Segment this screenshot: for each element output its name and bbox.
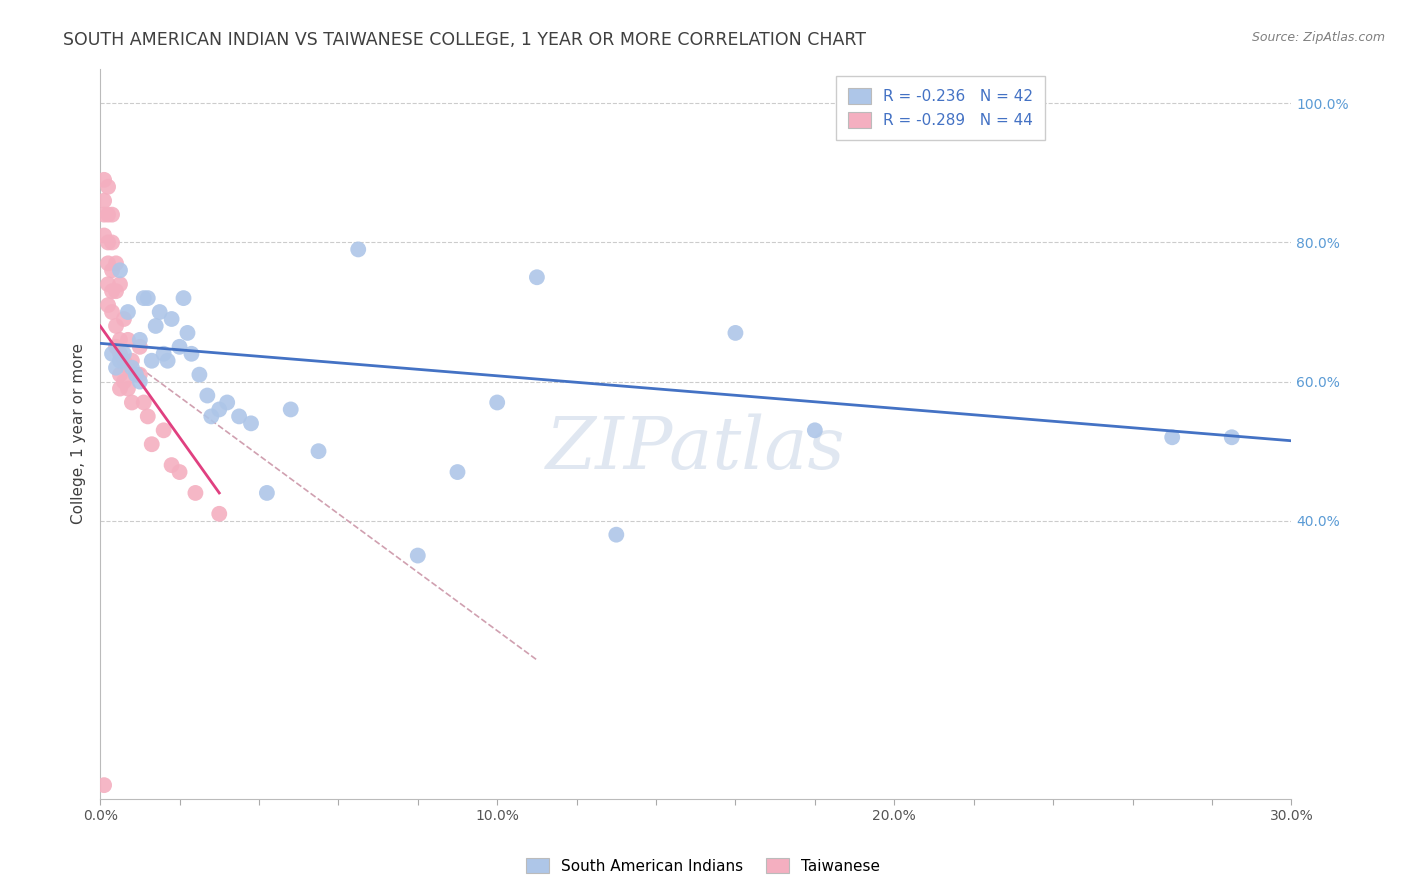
Point [156,353,179,368]
Point [97,298,120,312]
Point [180,347,202,361]
Point [152,347,174,361]
Point [97,208,120,222]
Point [200,409,222,424]
Point [160,458,183,472]
Point [105,256,128,270]
Point [188,368,211,382]
Point [121,395,143,409]
Point [117,360,139,375]
Point [406,549,429,563]
Point [112,347,135,361]
Point [195,388,218,402]
Point [117,305,139,319]
Point [1161,430,1184,444]
Point [105,284,128,298]
Point [280,402,302,417]
Point [1220,430,1243,444]
Point [101,347,124,361]
Point [125,368,148,382]
Point [160,312,183,326]
Point [121,353,143,368]
Point [804,423,827,437]
Text: SOUTH AMERICAN INDIAN VS TAIWANESE COLLEGE, 1 YEAR OR MORE CORRELATION CHART: SOUTH AMERICAN INDIAN VS TAIWANESE COLLE… [63,31,866,49]
Point [93,228,115,243]
Point [145,318,167,333]
Point [169,340,191,354]
Point [101,208,124,222]
Y-axis label: College, 1 year or more: College, 1 year or more [72,343,86,524]
Point [105,340,128,354]
Point [240,417,263,431]
Point [208,402,231,417]
Text: ZIPatlas: ZIPatlas [546,413,845,483]
Point [101,305,124,319]
Point [112,353,135,368]
Point [101,284,124,298]
Point [486,395,509,409]
Point [105,360,128,375]
Point [217,395,239,409]
Point [97,256,120,270]
Point [121,360,143,375]
Point [101,235,124,250]
Point [93,208,115,222]
Point [128,340,150,354]
Point [117,333,139,347]
Point [112,312,135,326]
Point [141,353,163,368]
Point [132,291,155,305]
Point [128,333,150,347]
Point [228,409,250,424]
Point [97,179,120,194]
Point [132,395,155,409]
Point [208,507,231,521]
Point [141,437,163,451]
Point [256,486,278,500]
Point [97,235,120,250]
Legend: R = -0.236   N = 42, R = -0.289   N = 44: R = -0.236 N = 42, R = -0.289 N = 44 [837,76,1046,140]
Point [101,263,124,277]
Point [108,263,131,277]
Point [112,375,135,389]
Point [108,347,131,361]
Point [308,444,330,458]
Point [108,277,131,292]
Point [184,486,207,500]
Point [136,291,159,305]
Point [152,423,174,437]
Point [117,382,139,396]
Point [136,409,159,424]
Point [108,333,131,347]
Point [347,243,370,257]
Point [108,353,131,368]
Point [149,305,172,319]
Point [128,375,150,389]
Point [108,368,131,382]
Legend: South American Indians, Taiwanese: South American Indians, Taiwanese [520,852,886,880]
Point [526,270,548,285]
Point [128,368,150,382]
Point [105,318,128,333]
Point [169,465,191,479]
Point [176,326,198,340]
Point [173,291,195,305]
Point [97,277,120,292]
Point [93,173,115,187]
Point [724,326,747,340]
Point [605,527,627,541]
Point [125,368,148,382]
Point [93,778,115,792]
Text: Source: ZipAtlas.com: Source: ZipAtlas.com [1251,31,1385,45]
Point [446,465,468,479]
Point [93,194,115,208]
Point [108,382,131,396]
